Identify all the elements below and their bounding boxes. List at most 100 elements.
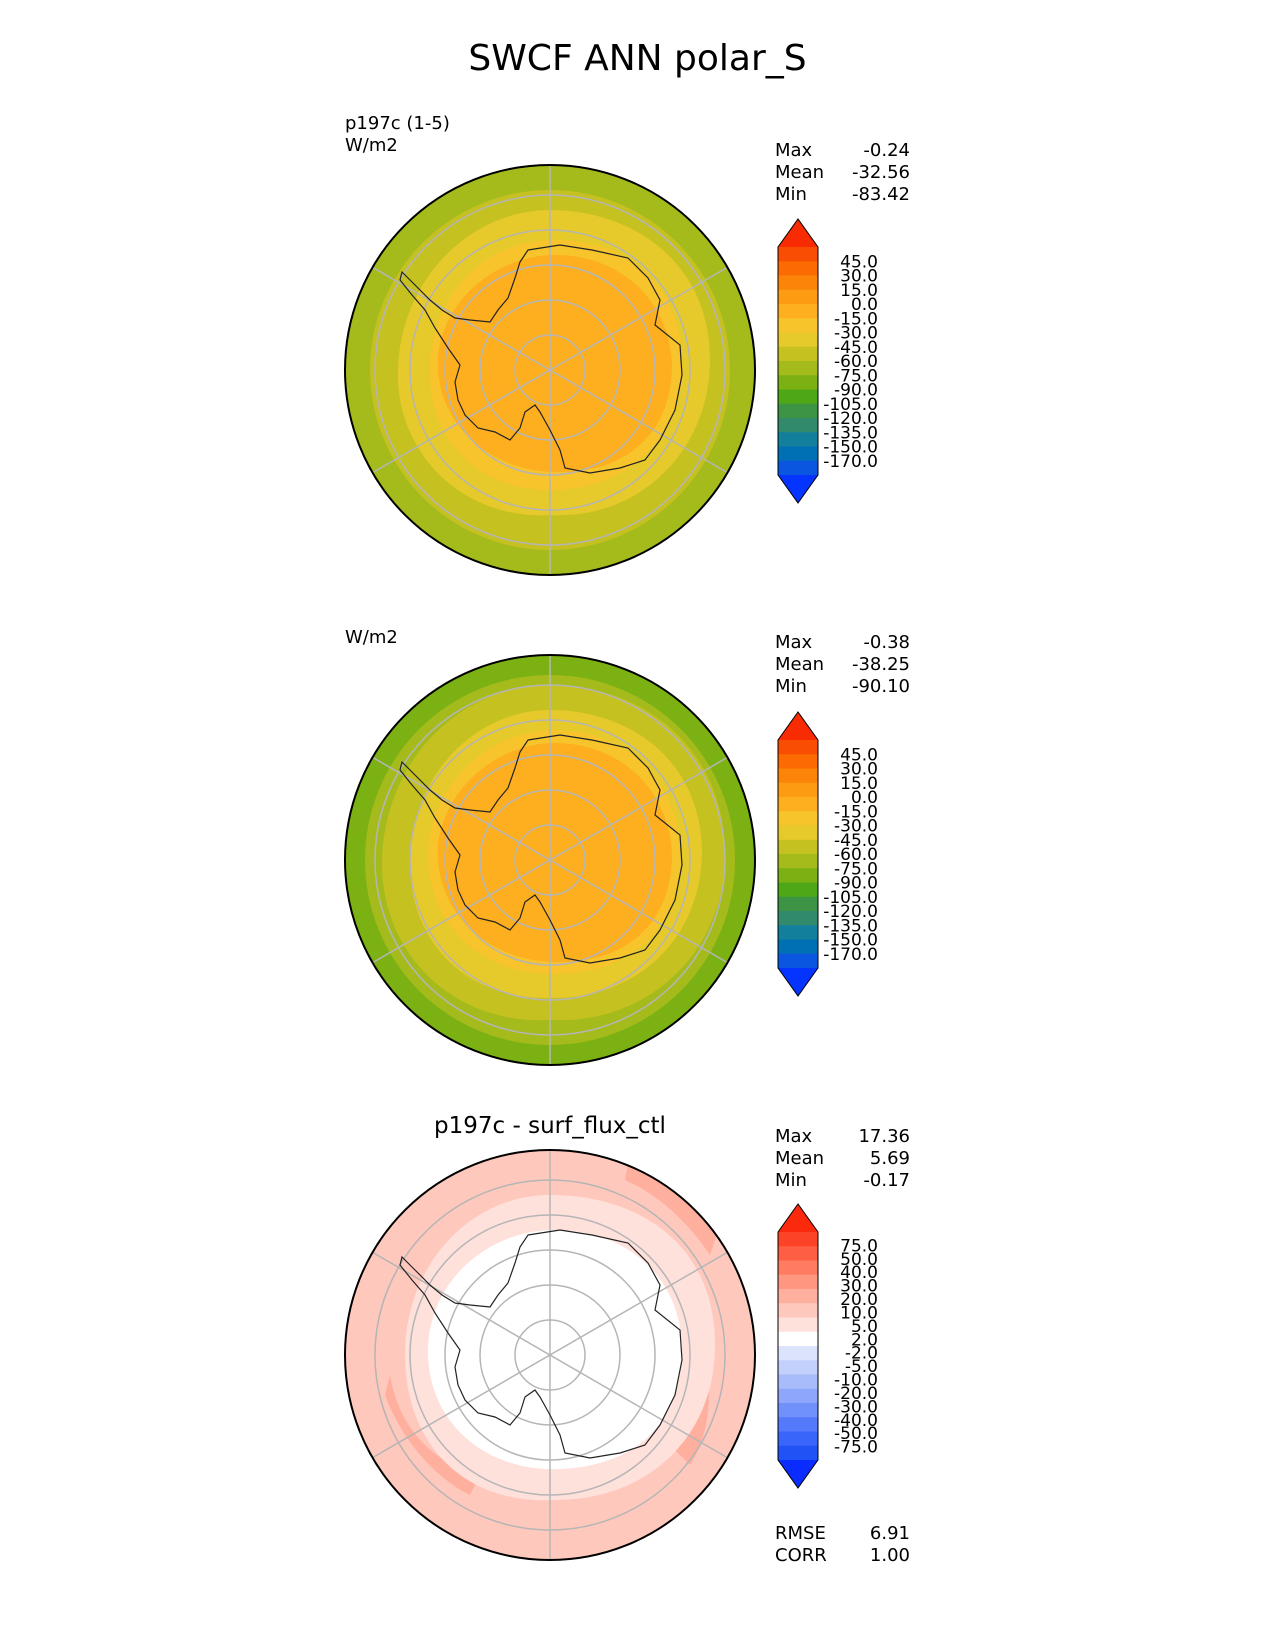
- panel1-colorbar-swatch: [778, 389, 818, 405]
- panel1-colorbar: 45.030.015.00.0-15.0-30.0-45.0-60.0-75.0…: [777, 218, 878, 504]
- stat-max: Max 17.36: [775, 1126, 910, 1147]
- panel3-colorbar-swatch: [778, 1388, 818, 1404]
- panel2-colorbar-tick-label: -150.0: [823, 931, 878, 951]
- panel1-colorbar-tick-label: -45.0: [834, 338, 878, 358]
- panel2-graticule: [371, 655, 729, 1065]
- panel2-colorbar-swatch: [778, 825, 818, 841]
- panel1-map: [344, 164, 756, 576]
- panel2-coastline: [399, 734, 683, 964]
- stat-corr: CORR 1.00: [775, 1545, 910, 1566]
- panel3-colorbar-tick-label: 2.0: [851, 1330, 878, 1350]
- panel2-colorbar-tick-label: 0.0: [851, 788, 878, 808]
- panel3-patch-west: [385, 1375, 480, 1495]
- panel2-colorbar-swatch: [778, 768, 818, 784]
- panel2-colorbar-tick-label: -120.0: [823, 902, 878, 922]
- panel1-colorbar-swatch: [778, 375, 818, 390]
- panel1-colorbar-extend-max: [778, 219, 818, 247]
- panel2-colorbar-tick-label: -30.0: [834, 817, 878, 837]
- panel3-colorbar-outline: [777, 1203, 819, 1489]
- panel1-colorbar-tick-label: -135.0: [823, 423, 878, 443]
- panel2-colorbar-swatch: [778, 882, 818, 898]
- panel1-colorbar-tick-label: 30.0: [840, 267, 878, 287]
- panel3-stats: Max 17.36 Mean 5.69 Min -0.17: [775, 1126, 910, 1192]
- panel1-colorbar-tick-label: -15.0: [834, 309, 878, 329]
- panel3-colorbar-tick-label: -5.0: [845, 1357, 878, 1377]
- panel3-colorbar-swatch: [778, 1360, 818, 1375]
- panel3-colorbar-tick-label: -75.0: [834, 1438, 878, 1458]
- panel2-colorbar-swatch: [778, 939, 818, 955]
- panel1-colorbar-swatch: [778, 275, 818, 291]
- panel3-colorbar-tick-label: -50.0: [834, 1424, 878, 1444]
- panel1-field: [345, 165, 755, 575]
- panel1-units: W/m2: [345, 135, 398, 156]
- panel2-colorbar-swatch: [778, 797, 818, 812]
- panel2-colorbar-swatch: [778, 782, 818, 798]
- panel1-colorbar-swatch: [778, 446, 818, 462]
- panel2-colorbar-swatch: [778, 754, 818, 769]
- panel2-map-border: [344, 654, 756, 1066]
- panel3-patch-north: [625, 1155, 720, 1255]
- panel2-colorbar-swatch: [778, 896, 818, 912]
- panel1-colorbar-tick-label: 45.0: [840, 252, 878, 272]
- stat-max: Max -0.24: [775, 140, 910, 161]
- panel1-colorbar-tick-label: -90.0: [834, 381, 878, 401]
- panel3-colorbar-swatch: [778, 1232, 818, 1247]
- panel1-colorbar-outline: [777, 218, 819, 504]
- panel1-colorbar-swatch: [778, 361, 818, 376]
- panel2-colorbar-tick-label: -15.0: [834, 802, 878, 822]
- stat-min: Min -0.17: [775, 1170, 910, 1191]
- panel3-colorbar-swatch: [778, 1403, 818, 1418]
- panel2-colorbar-tick-label: 45.0: [840, 745, 878, 765]
- panel3-colorbar-tick-label: -40.0: [834, 1411, 878, 1431]
- panel3-graticule: [371, 1150, 729, 1560]
- panel3-colorbar-swatch: [778, 1260, 818, 1276]
- panel3-colorbar-swatch: [778, 1431, 818, 1447]
- panel2-colorbar-tick-label: -90.0: [834, 874, 878, 894]
- panel1-colorbar-swatch: [778, 332, 818, 348]
- panel3-colorbar-swatch: [778, 1374, 818, 1390]
- stat-min: Min -83.42: [775, 184, 910, 205]
- panel2-colorbar-swatch: [778, 811, 818, 826]
- panel3-colorbar-tick-label: 30.0: [840, 1277, 878, 1297]
- panel2-colorbar: 45.030.015.00.0-15.0-30.0-45.0-60.0-75.0…: [777, 711, 878, 997]
- panel2-colorbar-swatch: [778, 839, 818, 855]
- panel1-colorbar-swatch: [778, 261, 818, 276]
- panel2-colorbar-tick-label: -105.0: [823, 888, 878, 908]
- panel1-colorbar-swatch: [778, 460, 818, 476]
- panel3-colorbar-tick-label: -10.0: [834, 1371, 878, 1391]
- panel1-colorbar-tick-label: -30.0: [834, 324, 878, 344]
- panel3-colorbar-swatch: [778, 1289, 818, 1304]
- panel1-colorbar-swatch: [778, 289, 818, 305]
- figure-title: SWCF ANN polar_S: [468, 38, 807, 79]
- stat-mean: Mean 5.69: [775, 1148, 910, 1169]
- panel3-colorbar-tick-label: -30.0: [834, 1397, 878, 1417]
- panel3-colorbar-tick-label: -20.0: [834, 1384, 878, 1404]
- panel2-colorbar-swatch: [778, 740, 818, 755]
- panel1-colorbar-tick-label: -105.0: [823, 395, 878, 415]
- panel1-colorbar-swatch: [778, 346, 818, 362]
- panel2-colorbar-swatch: [778, 953, 818, 969]
- panel1-map-border: [344, 164, 756, 576]
- panel3-colorbar-tick-label: 50.0: [840, 1250, 878, 1270]
- stat-max: Max -0.38: [775, 632, 910, 653]
- panel3-colorbar-tick-label: 20.0: [840, 1290, 878, 1310]
- panel1-zone-interior: [437, 255, 672, 473]
- panel1-colorbar-swatch: [778, 432, 818, 447]
- panel2-colorbar-tick-label: 15.0: [840, 774, 878, 794]
- panel2-colorbar-tick-label: -45.0: [834, 831, 878, 851]
- panel1-colorbar-tick-label: -170.0: [823, 452, 878, 472]
- panel3-colorbar-swatch: [778, 1274, 818, 1290]
- panel1-colorbar-swatch: [778, 418, 818, 433]
- panel1-graticule: [371, 165, 729, 575]
- panel3-colorbar-tick-label: 75.0: [840, 1236, 878, 1256]
- panel1-coastline: [399, 244, 683, 474]
- panel2-colorbar-tick-label: -60.0: [834, 845, 878, 865]
- panel3-coastline: [399, 1229, 683, 1459]
- panel1-stats: Max -0.24 Mean -32.56 Min -83.42: [775, 140, 910, 206]
- panel3-extra-stats: RMSE 6.91 CORR 1.00: [775, 1523, 910, 1567]
- panel2-stats: Max -0.38 Mean -38.25 Min -90.10: [775, 632, 910, 698]
- panel1-colorbar-tick-label: 0.0: [851, 295, 878, 315]
- panel2-colorbar-tick-label: -135.0: [823, 916, 878, 936]
- panel2-units: W/m2: [345, 627, 398, 648]
- panel1-colorbar-extend-min: [778, 475, 818, 503]
